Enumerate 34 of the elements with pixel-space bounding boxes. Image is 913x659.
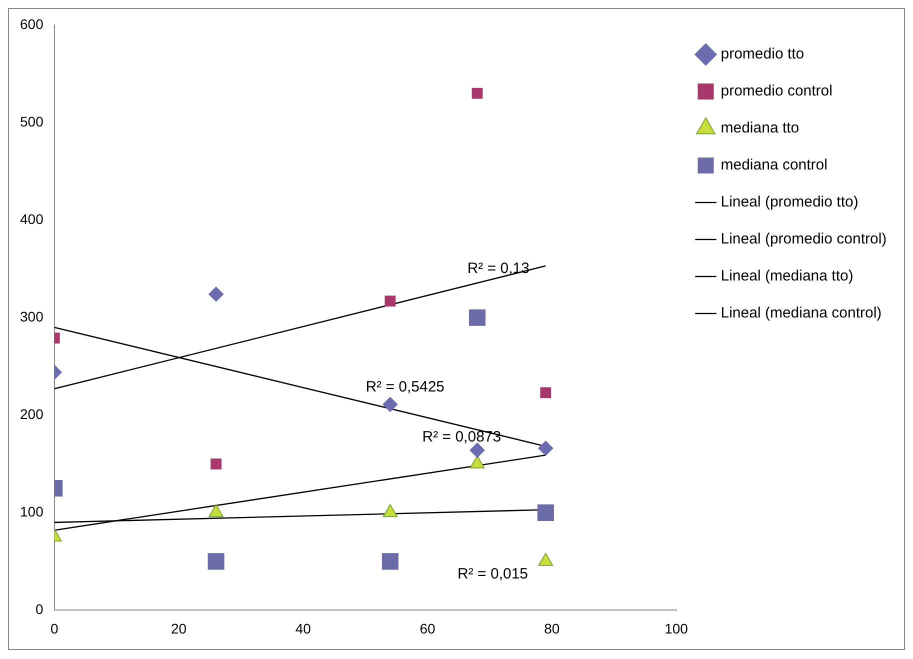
annotation: R² = 0,015 bbox=[458, 566, 528, 583]
point bbox=[382, 396, 398, 412]
annotation: R² = 0,0873 bbox=[422, 428, 502, 446]
y-tick-label: 500 bbox=[20, 113, 44, 130]
x-tick-label: 20 bbox=[170, 620, 187, 636]
y-tick-label: 0 bbox=[36, 601, 44, 618]
point bbox=[538, 440, 554, 456]
legend-label: Lineal (mediana control) bbox=[720, 304, 882, 322]
x-tick-label: 100 bbox=[664, 620, 688, 636]
y-tick-label: 400 bbox=[20, 210, 44, 227]
legend-label: mediana tto bbox=[720, 120, 800, 137]
point bbox=[470, 442, 485, 458]
x-tick-label: 0 bbox=[50, 620, 58, 636]
point bbox=[384, 296, 396, 306]
point bbox=[468, 309, 486, 326]
legend-label: Lineal (mediana tto) bbox=[720, 268, 854, 285]
y-tick-label: 600 bbox=[20, 16, 44, 32]
point bbox=[208, 286, 224, 302]
x-tick-label: 40 bbox=[295, 620, 312, 636]
legend-label: promedio tto bbox=[720, 46, 804, 63]
point bbox=[540, 387, 552, 398]
point bbox=[382, 553, 398, 570]
point bbox=[537, 504, 554, 521]
x-tick-label: 80 bbox=[544, 620, 560, 636]
y-tick-label: 300 bbox=[20, 308, 44, 324]
y-tick-label: 100 bbox=[20, 504, 44, 520]
legend-label: Lineal (promedio tto) bbox=[720, 194, 858, 211]
annotation: R² = 0,5425 bbox=[366, 378, 445, 396]
y-tick-label: 200 bbox=[20, 406, 44, 422]
x-tick-label: 60 bbox=[420, 620, 436, 636]
legend-label: mediana control bbox=[720, 156, 828, 174]
legend-label: Lineal (promedio control) bbox=[720, 230, 887, 248]
legend-label: promedio control bbox=[720, 82, 832, 100]
point bbox=[472, 88, 483, 99]
